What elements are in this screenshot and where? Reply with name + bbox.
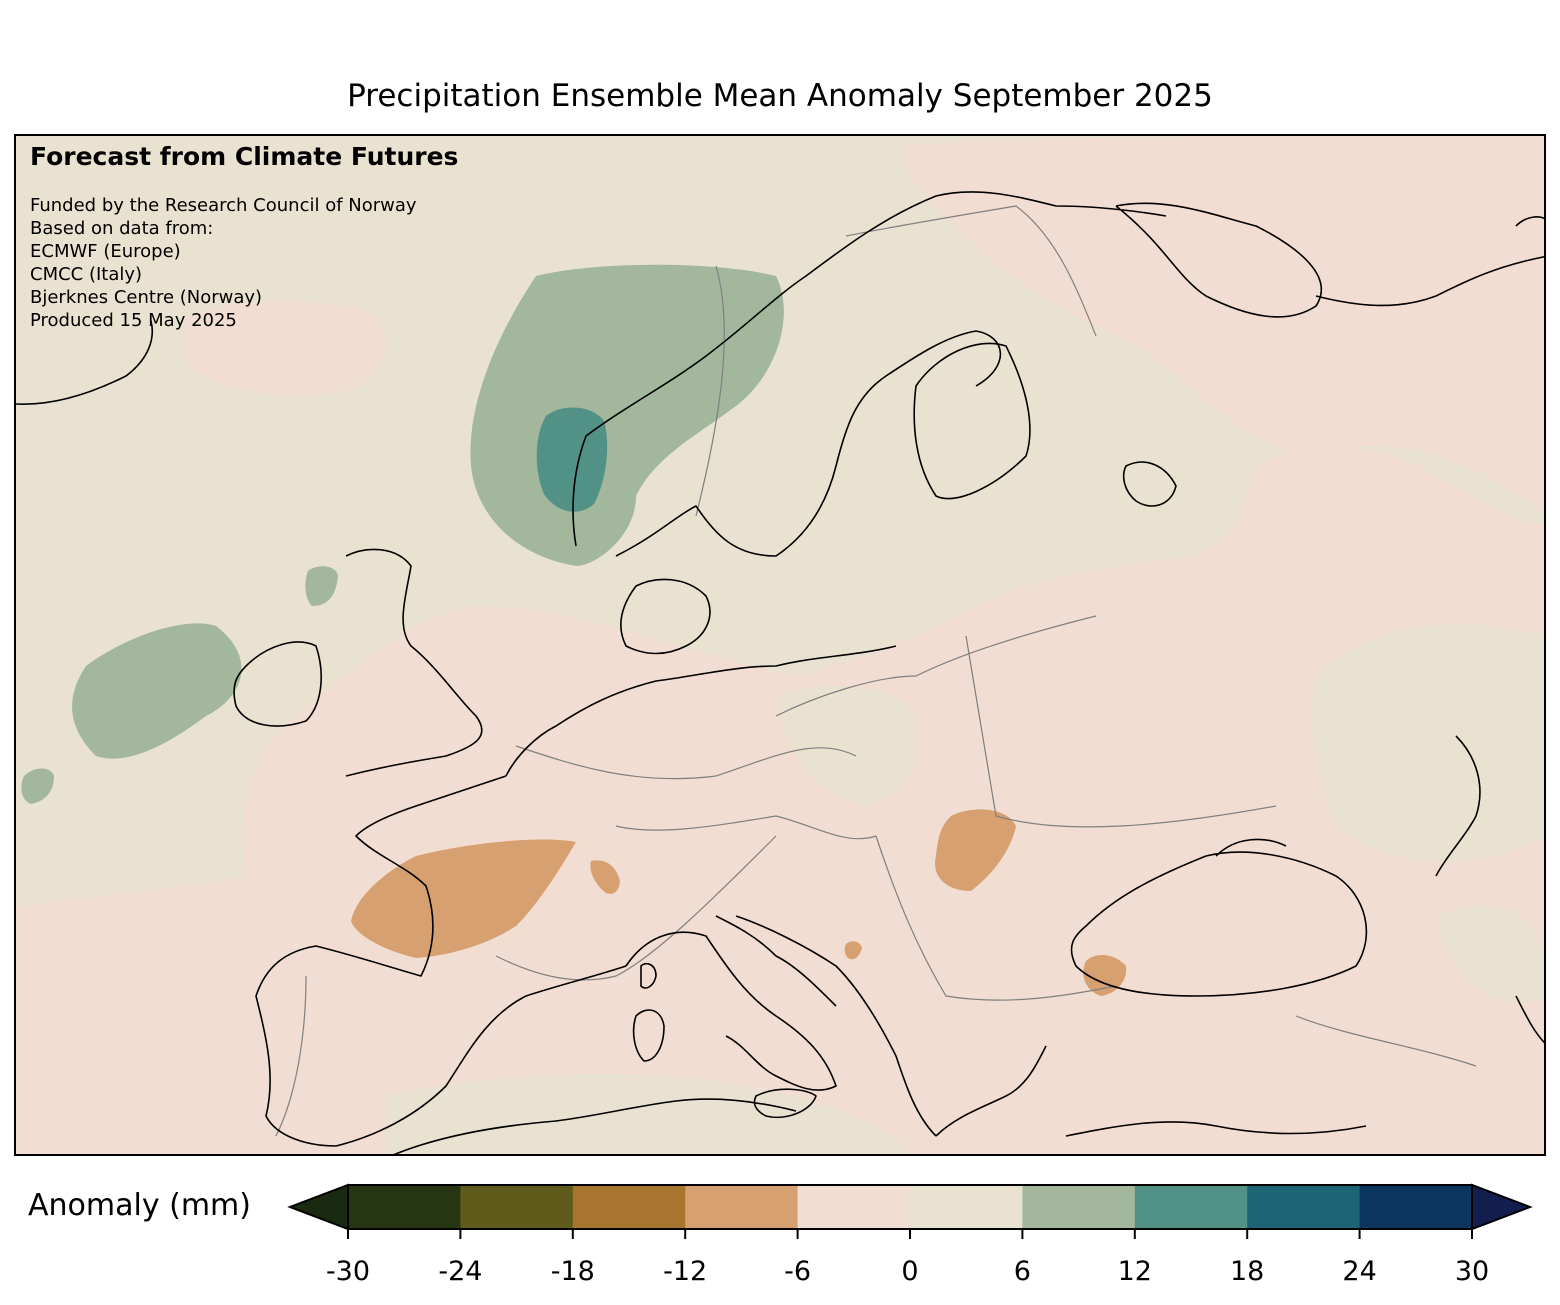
colorbar-tick-label: 18 <box>1230 1256 1265 1287</box>
colorbar-tick-label: 30 <box>1454 1256 1490 1287</box>
colorbar-segment <box>1359 1185 1473 1229</box>
credit-line: Funded by the Research Council of Norway <box>30 195 417 216</box>
colorbar-segment <box>685 1185 799 1229</box>
dry-light-regions <box>16 136 1544 1154</box>
colorbar <box>287 1183 1533 1239</box>
credit-line: Based on data from: <box>30 218 214 239</box>
colorbar-segment <box>910 1185 1023 1229</box>
country-borders <box>275 205 1477 1137</box>
colorbar-segment <box>1022 1185 1136 1229</box>
credit-line: CMCC (Italy) <box>30 264 143 285</box>
anomaly-map <box>16 136 1544 1154</box>
wet-medium-regions <box>536 407 608 512</box>
coastlines <box>16 191 1544 1154</box>
colorbar-segment <box>1134 1185 1248 1229</box>
colorbar-segment <box>1247 1185 1361 1229</box>
colorbar-tick-label: -6 <box>784 1256 812 1287</box>
colorbar-segment <box>797 1185 911 1229</box>
colorbar-tick-label: -18 <box>550 1256 595 1287</box>
map-panel <box>14 134 1546 1156</box>
colorbar-tick-label: -24 <box>438 1256 483 1287</box>
colorbar-tick-label: -30 <box>325 1256 371 1287</box>
colorbar-segment <box>348 1185 461 1229</box>
colorbar-label: Anomaly (mm) <box>28 1188 251 1223</box>
colorbar-tick-label: 0 <box>901 1256 919 1287</box>
forecast-heading: Forecast from Climate Futures <box>30 142 459 171</box>
credit-line: ECMWF (Europe) <box>30 241 181 262</box>
credit-line: Bjerknes Centre (Norway) <box>30 287 263 308</box>
colorbar-tick-label: -12 <box>663 1256 708 1287</box>
colorbar-under-arrow <box>287 1183 349 1231</box>
colorbar-over-arrow <box>1471 1183 1533 1231</box>
dry-medium-regions <box>351 809 1127 996</box>
colorbar-tick-label: 12 <box>1117 1256 1152 1287</box>
credit-line: Produced 15 May 2025 <box>30 310 237 331</box>
colorbar-segment <box>460 1185 574 1229</box>
map-title: Precipitation Ensemble Mean Anomaly Sept… <box>347 78 1213 114</box>
colorbar-segment <box>572 1185 686 1229</box>
colorbar-tick-label: 24 <box>1342 1256 1377 1287</box>
colorbar-tick-label: 6 <box>1013 1256 1031 1287</box>
credits-block: Funded by the Research Council of Norway… <box>30 194 417 332</box>
neutral-patches <box>386 624 1544 1154</box>
